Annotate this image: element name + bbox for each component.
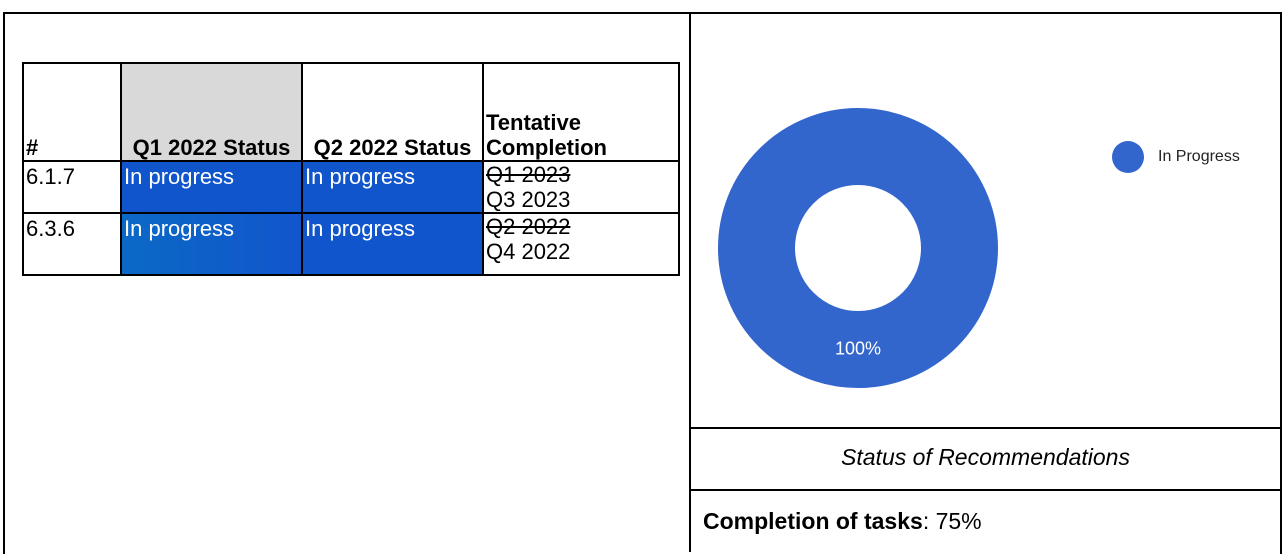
cell: Q1 2023 Q3 2023	[482, 160, 680, 214]
summary: Completion of tasks: 75%	[703, 508, 982, 535]
legend-label: In Progress	[1158, 148, 1240, 165]
header-cell: Q1 2022 Status	[120, 62, 303, 162]
cell: In progress	[301, 160, 484, 214]
new-date: Q3 2023	[486, 187, 571, 212]
cell: In progress	[120, 212, 303, 276]
slice	[718, 108, 998, 388]
old-date: Q2 2022	[486, 214, 571, 239]
summary-label: Completion of tasks	[703, 508, 923, 534]
rule	[691, 427, 1280, 429]
header-cell: Q2 2022 Status	[301, 62, 484, 162]
rule	[691, 489, 1280, 491]
divider	[689, 12, 691, 552]
header-cell: #	[22, 62, 122, 162]
cell: Q2 2022 Q4 2022	[482, 212, 680, 276]
row: 6.3.6 In progress In progress Q2 2022 Q4 …	[22, 212, 680, 276]
status-table: # Q1 2022 Status Q2 2022 Status Tentativ…	[22, 62, 680, 276]
legend-swatch	[1112, 141, 1144, 173]
cell: 6.1.7	[22, 160, 122, 214]
frame	[3, 12, 1282, 554]
cell: In progress	[120, 160, 303, 214]
header-cell: Tentative Completion	[482, 62, 680, 162]
cell: In progress	[301, 212, 484, 276]
chart: 100% In Progress	[718, 108, 1240, 388]
caption: Status of Recommendations	[841, 444, 1130, 470]
row: 6.1.7 In progress In progress Q1 2023 Q3 …	[22, 160, 680, 214]
summary-text: : 75%	[922, 508, 982, 534]
old-date: Q1 2023	[486, 162, 571, 187]
new-date: Q4 2022	[486, 239, 571, 264]
cell: 6.3.6	[22, 212, 122, 276]
slice-label: 100%	[835, 338, 881, 358]
header-row: # Q1 2022 Status Q2 2022 Status Tentativ…	[22, 62, 680, 162]
